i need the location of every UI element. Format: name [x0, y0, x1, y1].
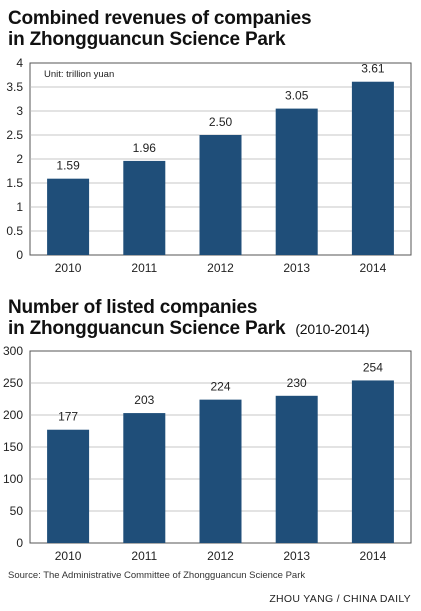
value-label-2011: 1.96 [133, 141, 157, 155]
x-tick-label-2013: 2013 [283, 261, 310, 275]
y-tick-label: 2 [16, 152, 23, 166]
y-tick-label: 300 [3, 344, 23, 358]
bar-2011 [123, 413, 166, 543]
y-tick-label: 150 [3, 440, 23, 454]
bar-2012 [199, 399, 242, 543]
value-label-2014: 254 [363, 360, 383, 374]
y-tick-label: 250 [3, 376, 23, 390]
y-tick-label: 3 [16, 104, 23, 118]
bar-2014 [351, 81, 394, 255]
bar-2012 [199, 135, 242, 255]
y-tick-label: 1 [16, 200, 23, 214]
value-label-2013: 230 [287, 376, 307, 390]
y-tick-label: 3.5 [6, 80, 23, 94]
source-note: Source: The Administrative Committee of … [8, 570, 306, 581]
y-tick-label: 0 [16, 536, 23, 550]
x-tick-label-2012: 2012 [207, 549, 234, 563]
bar-2010 [47, 429, 90, 543]
bar-2013 [275, 395, 318, 543]
value-label-2010: 177 [58, 410, 78, 424]
chart1-title: Combined revenues of companies in Zhongg… [8, 8, 312, 50]
chart2-title-line2: in Zhongguancun Science Park (2010-2014) [8, 318, 370, 340]
x-tick-label-2011: 2011 [131, 549, 157, 563]
chart2-subtitle: (2010-2014) [295, 321, 370, 337]
unit-note: Unit: trillion yuan [44, 69, 114, 80]
x-tick-label-2010: 2010 [55, 549, 82, 563]
x-tick-label-2014: 2014 [360, 549, 387, 563]
y-tick-label: 50 [10, 504, 24, 518]
y-tick-label: 0 [16, 248, 23, 262]
y-tick-label: 4 [16, 56, 23, 70]
chart1-title-line2: in Zhongguancun Science Park [8, 29, 286, 50]
x-tick-label-2011: 2011 [131, 261, 157, 275]
chart2-title-line1: Number of listed companies [8, 297, 258, 318]
value-label-2014: 3.61 [361, 62, 385, 76]
value-label-2012: 224 [210, 380, 230, 394]
y-tick-label: 0.5 [6, 224, 23, 238]
revenue-bar-chart: 0 0.5 1 1.5 2 2.5 3 3.5 4 Unit: trillion yuan 1.59… [6, 56, 412, 275]
y-tick-label: 200 [3, 408, 23, 422]
chart2-title-line2-text: in Zhongguancun Science Park [8, 318, 286, 339]
chart1-title-line1: Combined revenues of companies [8, 8, 312, 29]
x-tick-label-2010: 2010 [55, 261, 82, 275]
x-tick-label-2012: 2012 [207, 261, 234, 275]
bar-2010 [47, 178, 90, 255]
listed-companies-bar-chart: 0 50 100 150 200 250 300 177 2010 203 2011 224 2012 2… [3, 344, 412, 563]
value-label-2010: 1.59 [56, 159, 80, 173]
chart2-title: Number of listed companies in Zhongguanc… [8, 297, 370, 340]
value-label-2011: 203 [134, 393, 154, 407]
x-tick-label-2014: 2014 [360, 261, 387, 275]
value-label-2012: 2.50 [209, 115, 233, 129]
bar-2013 [275, 108, 318, 255]
value-label-2013: 3.05 [285, 89, 309, 103]
bar-2014 [351, 380, 394, 543]
credit-line: ZHOU YANG / CHINA DAILY [269, 593, 411, 605]
y-tick-label: 100 [3, 472, 23, 486]
x-tick-label-2013: 2013 [283, 549, 310, 563]
y-tick-label: 1.5 [6, 176, 23, 190]
bar-2011 [123, 160, 166, 255]
y-tick-label: 2.5 [6, 128, 23, 142]
